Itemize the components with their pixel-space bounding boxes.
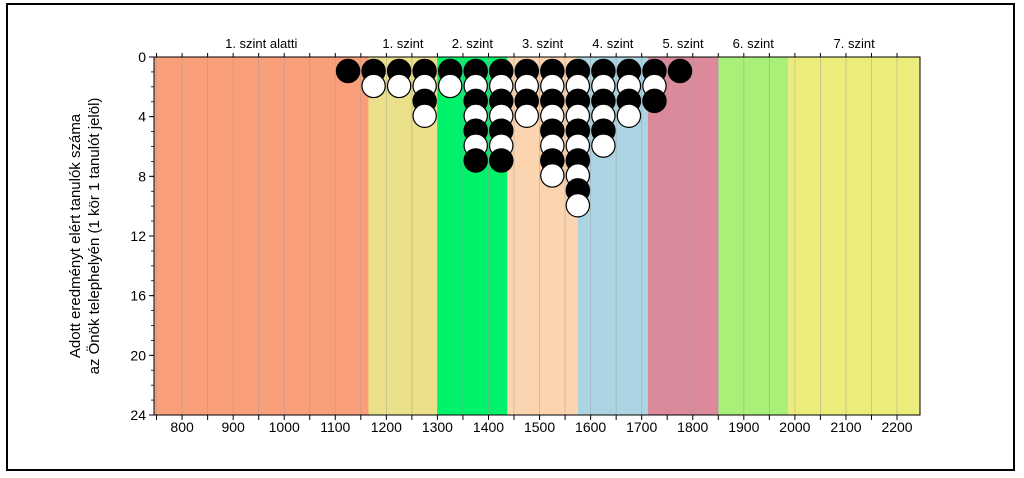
x-tick-label: 2200	[881, 419, 912, 435]
y-tick-label: 8	[138, 168, 146, 184]
level-label-4: 3. szint	[522, 36, 564, 51]
level-label-2: 1. szint	[382, 36, 424, 51]
level-band-6	[647, 57, 719, 415]
x-tick-label: 1400	[473, 419, 504, 435]
student-marker	[514, 103, 540, 129]
x-tick-label: 1100	[320, 419, 350, 435]
level-band-7	[718, 57, 789, 415]
student-marker	[489, 148, 514, 173]
y-tick-label: 16	[130, 288, 146, 304]
student-marker	[335, 58, 361, 84]
level-label-8: 7. szint	[834, 36, 876, 51]
level-band-8	[788, 57, 920, 415]
student-marker	[437, 73, 463, 99]
student-marker	[591, 133, 616, 158]
y-tick-label: 4	[138, 109, 146, 125]
x-tick-label: 1200	[371, 419, 402, 435]
y-axis-label: Adott eredményt elért tanulók száma az Ö…	[67, 98, 103, 375]
level-label-3: 2. szint	[452, 36, 494, 51]
level-label-1: 1. szint alatti	[225, 36, 297, 51]
x-tick-label: 1700	[626, 419, 657, 435]
y-tick-label: 20	[130, 347, 146, 363]
student-marker	[616, 103, 642, 129]
level-band-1	[154, 57, 369, 415]
student-marker	[642, 88, 667, 114]
x-tick-label: 1300	[422, 419, 453, 435]
y-tick-label: 0	[138, 49, 146, 65]
student-marker	[667, 58, 693, 84]
x-tick-label: 2000	[779, 419, 810, 435]
level-label-5: 4. szint	[592, 36, 634, 51]
x-tick-label: 1500	[524, 419, 555, 435]
x-tick-label: 1000	[269, 419, 300, 435]
level-label-7: 6. szint	[733, 36, 775, 51]
grid	[156, 57, 898, 415]
x-tick-label: 1900	[728, 419, 759, 435]
level-label-6: 5. szint	[662, 36, 704, 51]
student-marker	[540, 163, 565, 188]
y-tick-label: 24	[130, 407, 146, 423]
x-tick-label: 900	[221, 419, 245, 435]
level-labels: 1. szint alatti 1. szint 2. szint 3. szint 4…	[225, 36, 875, 51]
student-marker	[361, 73, 386, 99]
student-marker	[412, 103, 437, 129]
axes: 800 900 1000 1100 1200 1300 1400 1500 1600 1700 18…	[130, 49, 921, 435]
student-marker	[386, 73, 412, 99]
x-tick-label: 800	[170, 419, 194, 435]
y-axis-label-line-1: Adott eredményt elért tanulók száma	[67, 113, 84, 358]
y-axis-label-line-2: az Önök telephelyén (1 kör 1 tanulót jel…	[85, 98, 103, 375]
y-tick-label: 12	[130, 228, 146, 244]
x-tick-label: 2100	[830, 419, 861, 435]
student-marker	[565, 193, 591, 218]
student-marker	[463, 148, 488, 173]
data-points	[335, 58, 693, 218]
x-tick-label: 1800	[677, 419, 708, 435]
x-tick-label: 1600	[575, 419, 606, 435]
